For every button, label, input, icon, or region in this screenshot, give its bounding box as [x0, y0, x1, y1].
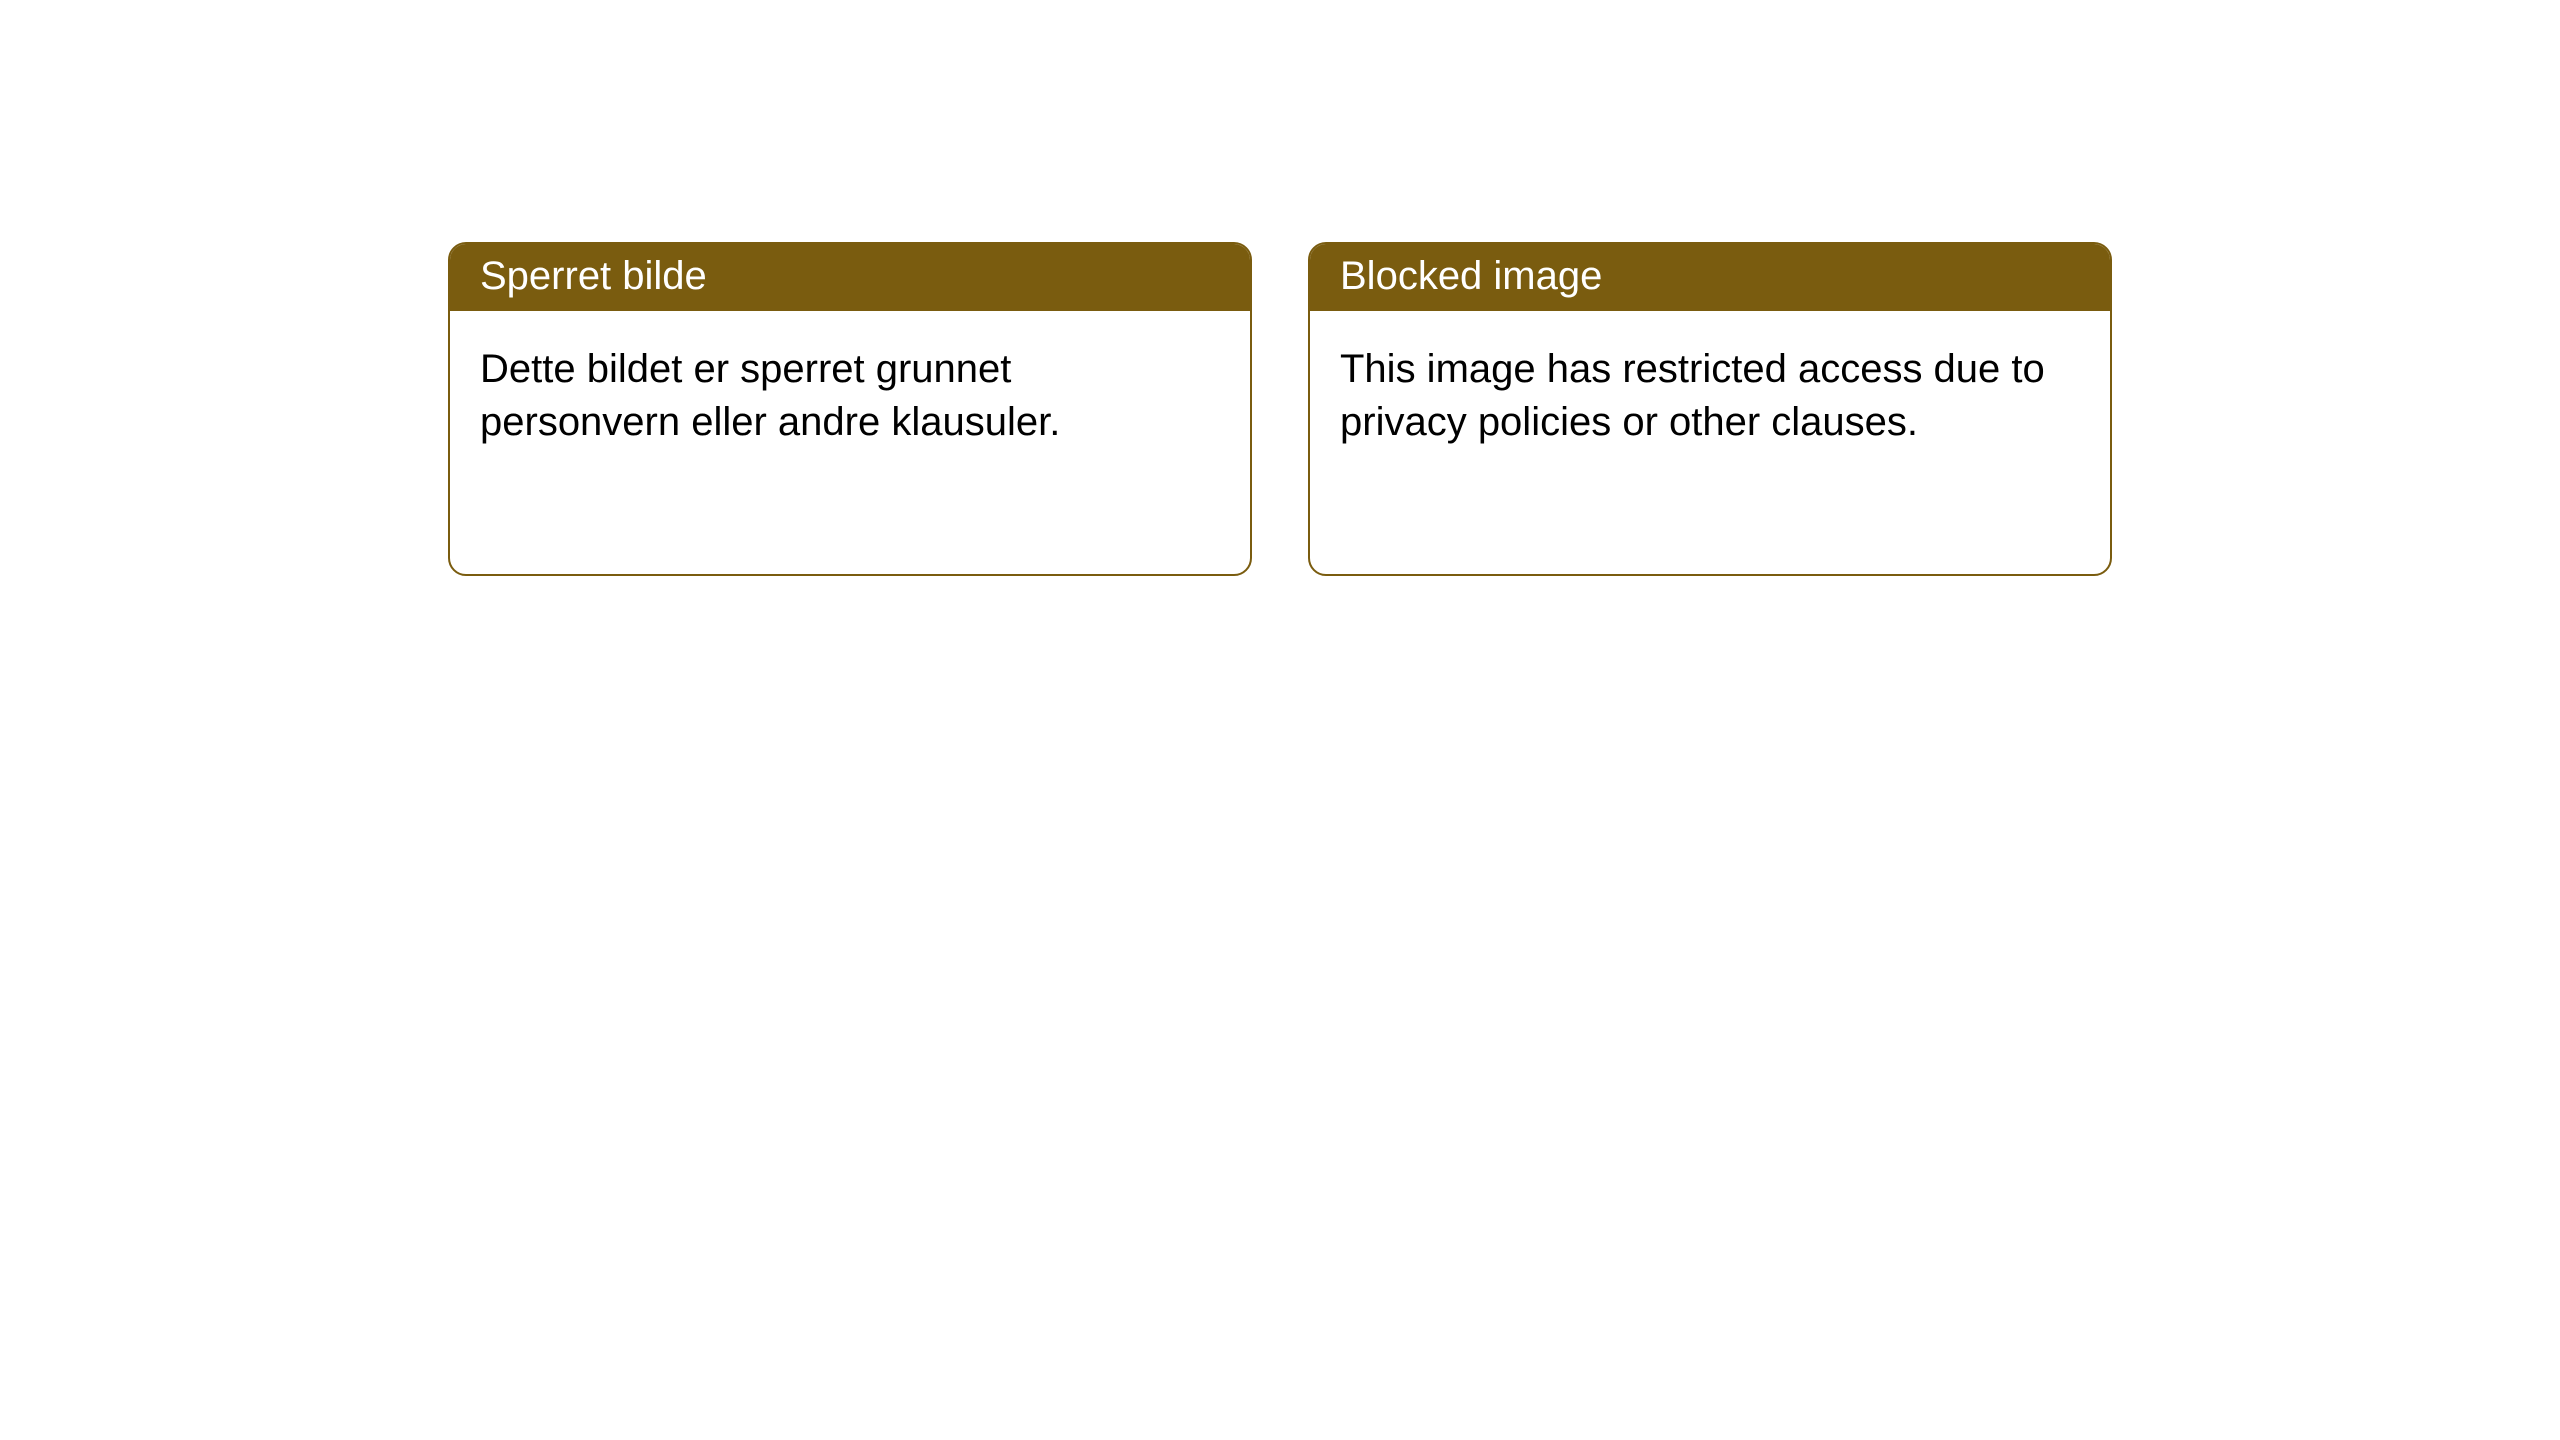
notice-container: Sperret bilde Dette bildet er sperret gr… — [0, 0, 2560, 576]
notice-card-english: Blocked image This image has restricted … — [1308, 242, 2112, 576]
notice-body: Dette bildet er sperret grunnet personve… — [450, 311, 1250, 481]
notice-body: This image has restricted access due to … — [1310, 311, 2110, 481]
notice-body-text: This image has restricted access due to … — [1340, 347, 2045, 444]
notice-card-norwegian: Sperret bilde Dette bildet er sperret gr… — [448, 242, 1252, 576]
notice-title: Sperret bilde — [480, 254, 707, 298]
notice-title: Blocked image — [1340, 254, 1602, 298]
notice-header: Blocked image — [1310, 244, 2110, 311]
notice-header: Sperret bilde — [450, 244, 1250, 311]
notice-body-text: Dette bildet er sperret grunnet personve… — [480, 347, 1060, 444]
